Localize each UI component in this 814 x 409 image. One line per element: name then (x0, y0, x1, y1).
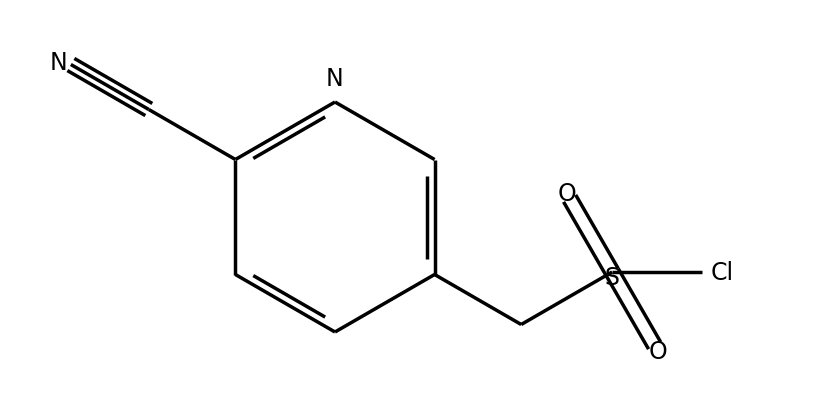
Text: N: N (326, 67, 344, 91)
Text: N: N (50, 52, 68, 75)
Text: Cl: Cl (710, 261, 733, 284)
Text: O: O (648, 339, 667, 363)
Text: S: S (605, 265, 619, 289)
Text: O: O (558, 182, 576, 206)
